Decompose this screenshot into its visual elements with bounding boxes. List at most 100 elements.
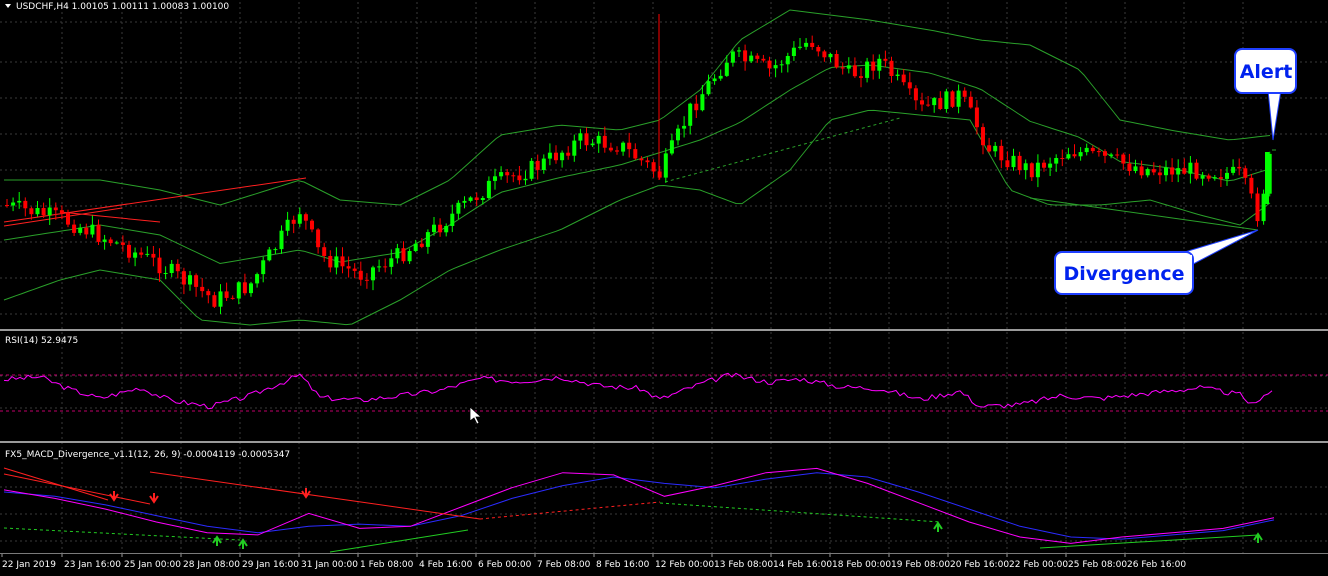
bullish-arrow-icon — [1253, 532, 1263, 543]
candle-body — [438, 224, 443, 233]
candle-body — [1017, 155, 1022, 171]
candle-body — [1048, 163, 1053, 168]
symbol-dropdown-icon[interactable] — [5, 4, 11, 8]
candle-body — [218, 291, 223, 307]
candle-body — [249, 283, 253, 294]
macd-signal-line — [3, 472, 1275, 540]
candle-body — [956, 90, 961, 107]
time-axis-label: 4 Feb 16:00 — [419, 560, 473, 570]
candle-body — [72, 224, 77, 233]
time-axis: 22 Jan 2019 23 Jan 16:00 25 Jan 00:00 28 Ja… — [1, 553, 1186, 570]
candle-body — [804, 42, 809, 47]
time-axis-label: 18 Feb 00:00 — [832, 560, 891, 570]
candle-body — [615, 150, 619, 152]
candle-body — [127, 244, 131, 258]
panel-separator[interactable] — [0, 329, 1328, 331]
candle-body — [35, 208, 40, 215]
candle-body — [926, 104, 931, 106]
candle-body — [1225, 172, 1229, 179]
candle-body — [1109, 154, 1114, 156]
candle-body — [78, 227, 83, 233]
candle-body — [798, 46, 802, 48]
candle-body — [285, 219, 290, 231]
candle-body — [584, 133, 589, 146]
candle-body — [11, 202, 16, 206]
macd-header-label: FX5_MACD_Divergence_v1.1(12, 26, 9) -0.0… — [5, 450, 290, 460]
bearish-divergence-line — [3, 177, 307, 223]
time-axis-label: 1 Feb 08:00 — [360, 560, 414, 570]
time-axis-label: 22 Jan 2019 — [2, 560, 56, 570]
time-axis-label: 6 Feb 00:00 — [478, 560, 532, 570]
candle-body — [547, 152, 552, 159]
candle-body — [114, 242, 119, 244]
candle-body — [322, 247, 327, 256]
time-axis-label: 7 Feb 08:00 — [537, 560, 591, 570]
candle-body — [47, 207, 52, 216]
candle-body — [767, 60, 772, 69]
candle-body — [480, 198, 485, 200]
candle-body — [999, 145, 1004, 161]
time-axis-label: 19 Feb 08:00 — [891, 560, 950, 570]
candle-body — [444, 226, 449, 233]
candle-body — [206, 291, 211, 296]
candle-body — [1255, 193, 1260, 222]
macd-bullish-line — [659, 502, 941, 523]
alert-callout: Alert — [1234, 48, 1297, 141]
candle-body — [871, 61, 876, 71]
candle-body — [1090, 147, 1095, 152]
candle-body — [261, 260, 266, 275]
bearish-arrow-icon — [301, 488, 311, 499]
candle-body — [822, 51, 827, 58]
bearish-arrow-icon — [109, 491, 119, 502]
candle-body — [456, 202, 461, 214]
candle-body — [1005, 160, 1010, 168]
candle-body — [651, 162, 656, 172]
candle-body — [334, 256, 339, 268]
candle-body — [676, 128, 680, 141]
candle-body — [328, 256, 333, 268]
candle-body — [303, 214, 308, 221]
candle-body — [883, 58, 888, 61]
candle-body — [621, 142, 626, 152]
candle-body — [17, 200, 22, 203]
candle-body — [1188, 162, 1193, 174]
candle-body — [596, 135, 601, 144]
candle-body — [578, 133, 583, 141]
macd-panel — [3, 467, 1275, 553]
candle-body — [413, 243, 418, 251]
candle-body — [41, 208, 46, 216]
divergence-callout: Divergence — [1054, 229, 1259, 295]
candle-body — [785, 56, 790, 65]
macd-bearish-line — [3, 467, 109, 501]
candle-body — [175, 263, 180, 272]
candle-body — [163, 273, 168, 274]
panel-separator[interactable] — [0, 441, 1328, 443]
time-axis-label: 26 Feb 16:00 — [1127, 560, 1186, 570]
candle-body — [950, 91, 955, 107]
candle-body — [371, 267, 375, 281]
candle-body — [90, 224, 95, 235]
candle-body — [139, 252, 144, 255]
candle-body — [1011, 155, 1016, 168]
candle-body — [1237, 166, 1242, 169]
rsi-line — [3, 372, 1273, 410]
candle-body — [505, 172, 510, 176]
candle-body — [212, 295, 217, 307]
candle-body — [913, 88, 918, 101]
candle-body — [895, 74, 900, 76]
candle-body — [474, 197, 479, 200]
candle-body — [810, 42, 815, 47]
candle-body — [346, 266, 351, 269]
candle-body — [1060, 158, 1065, 159]
candle-body — [554, 152, 558, 161]
candle-body — [877, 58, 882, 71]
candle-body — [297, 214, 302, 224]
candle-body — [859, 76, 863, 78]
candle-body — [120, 242, 125, 245]
candle-body — [1164, 167, 1168, 176]
candle-body — [29, 208, 34, 215]
candle-body — [669, 140, 674, 154]
candle-body — [1249, 177, 1254, 194]
candle-body — [181, 271, 186, 285]
